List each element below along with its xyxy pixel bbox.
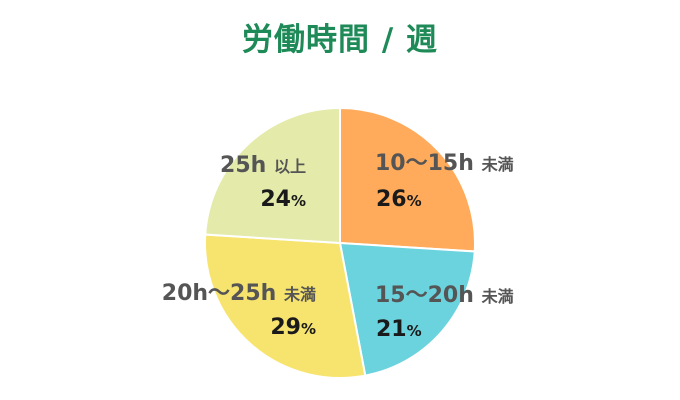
slice-label-1: 10～15h 未満 [375,151,514,176]
slice-label-3: 20h～25h 未満 [162,281,316,306]
pie-slice-1 [339,106,476,253]
chart-title: 労働時間 / 週 [242,22,438,58]
pie-slices [204,106,476,379]
slice-value-4: 24% [260,187,306,212]
pie-slice-4 [204,106,341,245]
slice-value-2: 21% [376,317,422,342]
slice-label-4: 25h 以上 [220,153,306,178]
slice-value-3: 29% [270,315,316,340]
pie-slice-3 [204,233,367,379]
pie-labels: 10～15h 未満 26% 15～20h 未満 21% 20h～25h 未満 29% 25h… [162,151,514,342]
slice-value-1: 26% [376,187,422,212]
pie-slice-2 [338,241,476,377]
slice-label-2: 15～20h 未満 [375,283,514,308]
